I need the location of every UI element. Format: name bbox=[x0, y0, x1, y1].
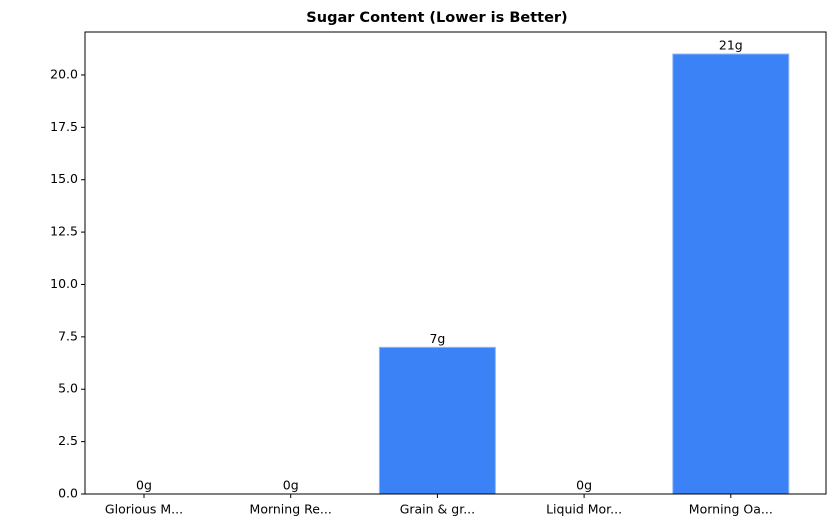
value-label: 7g bbox=[429, 331, 445, 346]
y-tick-label: 2.5 bbox=[58, 433, 78, 448]
y-tick-label: 15.0 bbox=[50, 171, 78, 186]
y-tick-label: 20.0 bbox=[50, 66, 78, 81]
bar bbox=[378, 346, 496, 495]
bar bbox=[672, 53, 790, 495]
x-tick-label: Liquid Mor... bbox=[546, 502, 622, 517]
value-label: 0g bbox=[576, 478, 592, 493]
x-tick-label: Glorious M... bbox=[105, 502, 183, 517]
y-tick-label: 0.0 bbox=[58, 486, 78, 501]
y-tick-label: 10.0 bbox=[50, 276, 78, 291]
plot-frame bbox=[84, 31, 827, 495]
y-tick-label: 12.5 bbox=[50, 224, 78, 239]
x-tick-label: Morning Re... bbox=[250, 502, 332, 517]
y-tick-label: 5.0 bbox=[58, 381, 78, 396]
x-tick-label: Grain & gr... bbox=[400, 502, 475, 517]
y-tick-label: 17.5 bbox=[50, 119, 78, 134]
y-tick-label: 7.5 bbox=[58, 328, 78, 343]
value-label: 21g bbox=[719, 38, 743, 53]
x-tick-label: Morning Oa... bbox=[689, 502, 773, 517]
chart-title: Sugar Content (Lower is Better) bbox=[306, 10, 567, 26]
value-label: 0g bbox=[136, 478, 152, 493]
value-label: 0g bbox=[283, 478, 299, 493]
